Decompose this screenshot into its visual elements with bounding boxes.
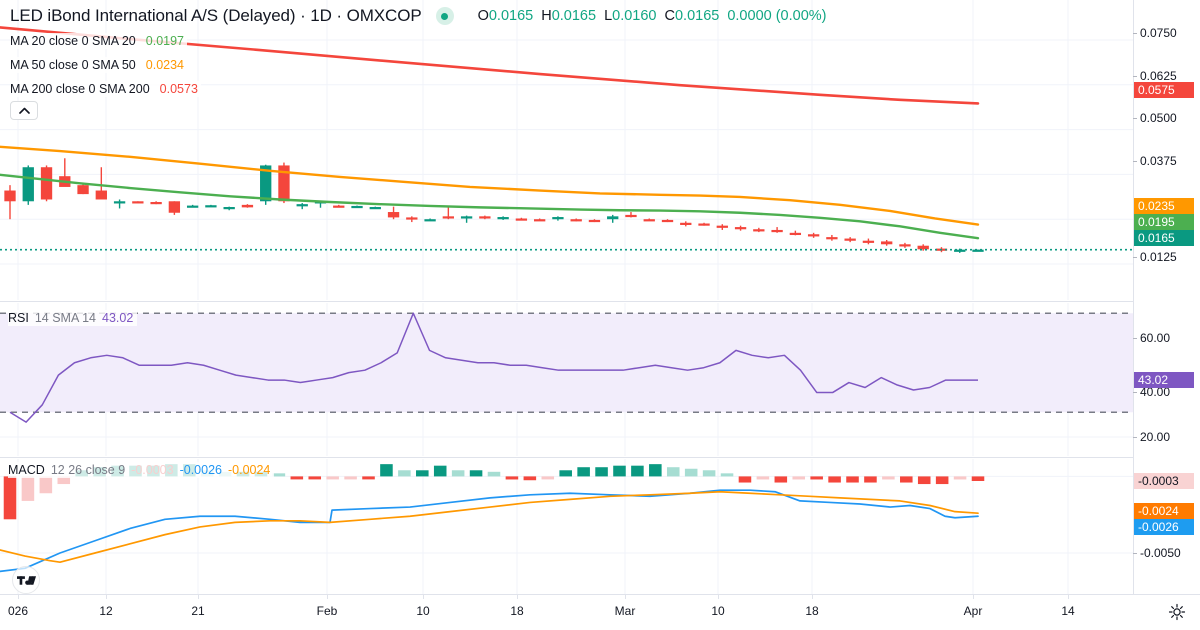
time-axis-tick: Apr [963,604,983,618]
ma20-legend[interactable]: MA 20 close 0 SMA 20 0.0197 [10,33,187,49]
time-axis-notch [973,595,974,599]
macd-params: 12 26 close 9 [50,463,126,477]
change-percent: (0.00%) [775,8,827,24]
time-axis-notch [198,595,199,599]
symbol-header: LED iBond International A/S (Delayed) · … [10,5,826,27]
collapse-legend-button[interactable] [10,101,38,120]
ma20-value: 0.0197 [145,34,184,48]
rsi-axis-tick: 20.00 [1133,430,1170,444]
rsi-value-badge[interactable]: 43.02 [1134,372,1194,388]
macd-signal-badge[interactable]: -0.0024 [1134,503,1194,519]
time-axis-tick: 18 [510,604,524,618]
rsi-axis-tick: 60.00 [1133,331,1170,345]
ma20-price-badge[interactable]: 0.0195 [1134,214,1194,230]
axis-tick-dash [1133,161,1137,162]
change-absolute: 0.0000 [727,8,772,24]
macd-line-value: -0.0026 [179,463,222,477]
time-axis-tick: 14 [1061,604,1075,618]
time-axis-notch [812,595,813,599]
price-axis[interactable]: 0.0750 0.0625 0.0500 0.0375 0.0125 60.00 40.00… [1133,0,1200,594]
ma200-value: 0.0573 [159,82,198,96]
ohlc-high: H0.0165 [541,8,597,24]
ma20-label: MA 20 close 0 SMA 20 [10,34,136,48]
ma50-value: 0.0234 [145,58,184,72]
ohlc-open: O0.0165 [477,8,534,24]
ohlc-low: L0.0160 [604,8,657,24]
axis-tick-dash [1133,118,1137,119]
time-axis-tick: 10 [711,604,725,618]
chevron-up-icon [18,107,30,114]
time-axis-tick: 21 [191,604,205,618]
axis-tick-dash [1133,437,1137,438]
rsi-value: 43.02 [102,311,134,325]
rsi-axis-tick: 40.00 [1133,385,1170,399]
rsi-legend[interactable]: RSI 14 SMA 14 43.02 [8,310,138,326]
ohlc-values: O0.0165 H0.0165 L0.0160 C0.0165 0.0000 (… [478,8,827,24]
time-axis-tick: Feb [316,604,338,618]
tradingview-logo[interactable] [12,566,40,594]
price-chart-canvas [0,0,1134,300]
rsi-params: 14 SMA 14 [34,311,96,325]
price-pane[interactable] [0,0,1134,300]
time-axis-notch [517,595,518,599]
axis-divider [1133,0,1134,594]
pane-divider-3 [0,594,1200,595]
ma200-legend[interactable]: MA 200 close 0 SMA 200 0.0573 [10,81,201,97]
macd-legend[interactable]: MACD 12 26 close 9 -0.0003 -0.0026 -0.00… [8,462,275,478]
ma200-label: MA 200 close 0 SMA 200 [10,82,150,96]
ma50-legend[interactable]: MA 50 close 0 SMA 50 0.0234 [10,57,187,73]
price-axis-tick: 0.0375 [1133,154,1177,168]
ohlc-close: C0.0165 [664,8,720,24]
price-axis-tick: 0.0125 [1133,250,1177,264]
tradingview-logo-icon [16,575,36,585]
time-axis-tick: 12 [99,604,113,618]
ma50-price-badge[interactable]: 0.0235 [1134,198,1194,214]
macd-title: MACD [8,463,45,477]
time-axis-notch [423,595,424,599]
axis-tick-dash [1133,338,1137,339]
time-axis-tick: 026 [7,604,29,618]
rsi-title: RSI [8,311,29,325]
chart-settings-button[interactable] [1168,603,1186,621]
time-axis-notch [1068,595,1069,599]
price-axis-tick: 0.0500 [1133,111,1177,125]
ma50-label: MA 50 close 0 SMA 50 [10,58,136,72]
rsi-chart-canvas [0,303,1134,456]
page-title[interactable]: LED iBond International A/S (Delayed) · … [10,6,422,25]
axis-tick-dash [1133,33,1137,34]
ma200-price-badge[interactable]: 0.0575 [1134,82,1194,98]
time-axis-notch [327,595,328,599]
axis-tick-dash [1133,392,1137,393]
axis-tick-dash [1133,257,1137,258]
pane-divider-1 [0,301,1200,302]
last-price-badge[interactable]: 0.0165 [1134,230,1194,246]
time-axis-notch [625,595,626,599]
macd-signal-value: -0.0024 [227,463,271,477]
macd-line-badge[interactable]: -0.0026 [1134,519,1194,535]
market-open-dot[interactable] [435,7,454,25]
pane-divider-2 [0,457,1200,458]
time-axis-tick: Mar [614,604,636,618]
macd-axis-tick: -0.0050 [1133,546,1181,560]
time-axis-notch [718,595,719,599]
price-axis-tick: 0.0750 [1133,26,1177,40]
rsi-pane[interactable] [0,303,1134,456]
axis-tick-dash [1133,76,1137,77]
macd-chart-canvas [0,459,1134,594]
gear-icon [1168,603,1186,621]
time-axis-tick: 18 [805,604,819,618]
time-axis-tick: 10 [416,604,430,618]
macd-hist-badge[interactable]: -0.0003 [1134,473,1194,489]
time-axis[interactable]: 026 12 21 Feb 10 18 Mar 10 18 Apr 14 [0,595,1200,630]
time-axis-notch [106,595,107,599]
time-axis-notch [18,595,19,599]
axis-tick-dash [1133,553,1137,554]
macd-hist-value: -0.0003 [131,463,174,477]
macd-pane[interactable] [0,459,1134,594]
price-axis-tick: 0.0625 [1133,69,1177,83]
